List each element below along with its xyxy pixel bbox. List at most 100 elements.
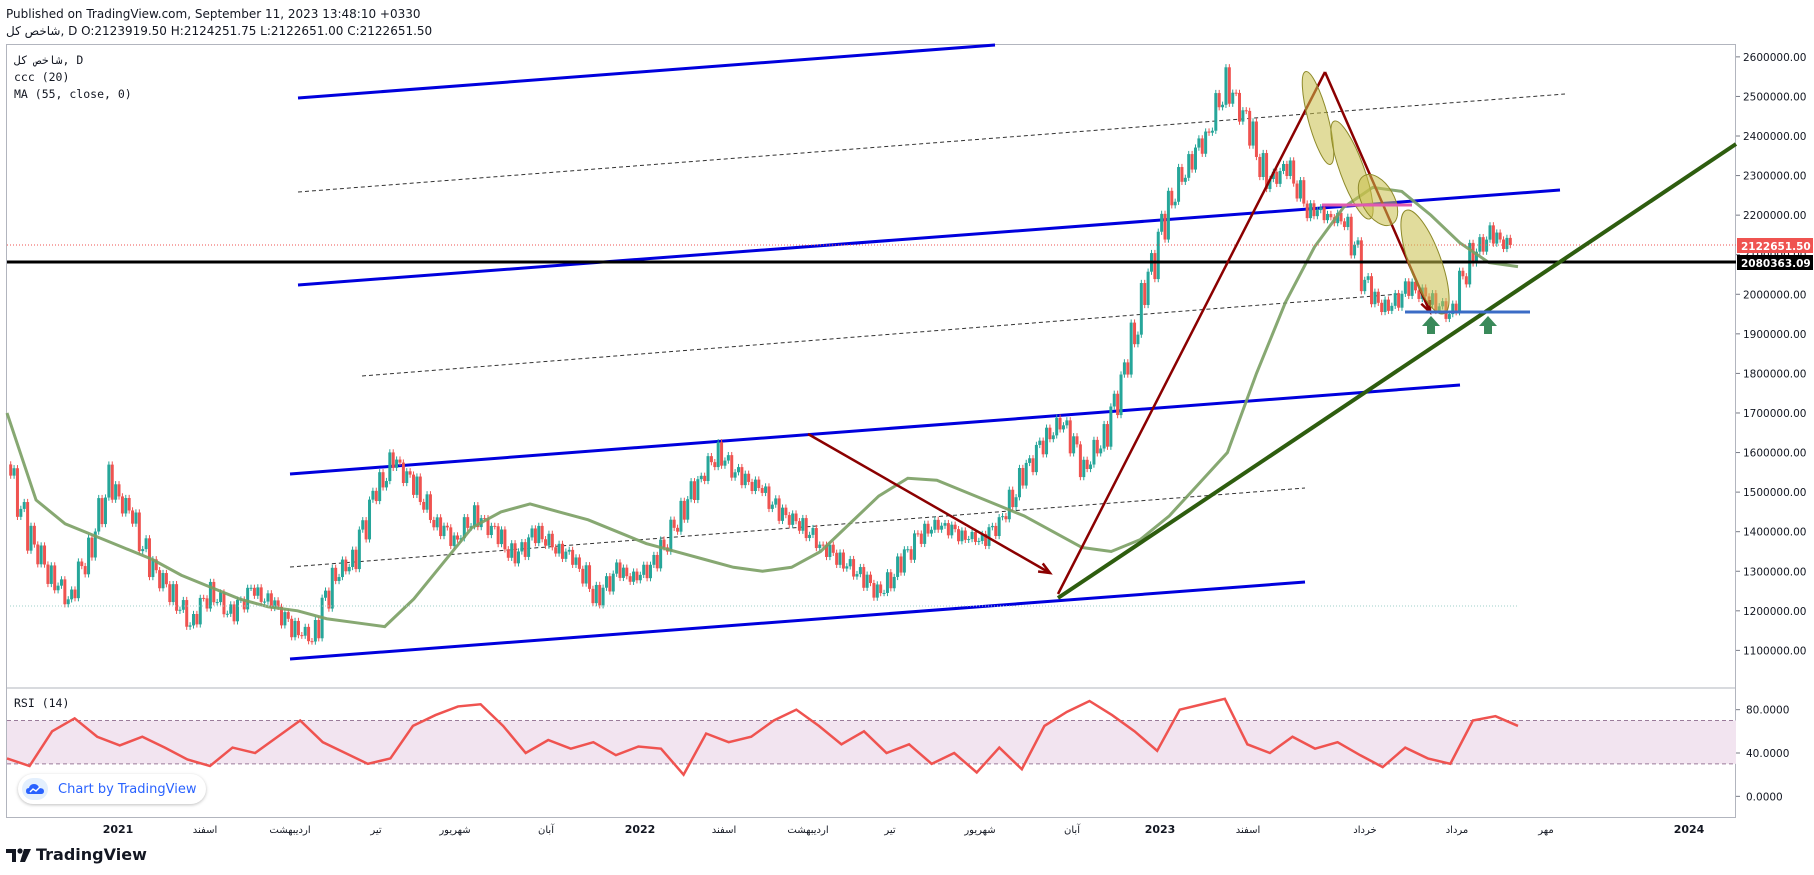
legend-ma[interactable]: MA (55, close, 0) (14, 87, 132, 101)
candle-body (604, 576, 608, 588)
candle-body (493, 525, 497, 527)
candle-body (625, 567, 629, 577)
candle-body (645, 564, 649, 579)
candle-body (280, 606, 284, 626)
candle-body (408, 471, 412, 475)
candle-body (1170, 190, 1174, 206)
candle-body (1031, 458, 1035, 473)
candle-body (818, 544, 822, 549)
candle-body (124, 498, 128, 514)
candle-body (933, 519, 937, 530)
candle-body (144, 538, 148, 550)
candle-body (1454, 303, 1458, 313)
time-tick-label: آبان (1064, 823, 1081, 836)
candle-body (1028, 458, 1032, 463)
candle-body (723, 460, 727, 466)
rsi-legend[interactable]: RSI (14) (14, 696, 70, 710)
candle-body (1139, 283, 1143, 335)
candle-body (1204, 131, 1208, 154)
candle-body (500, 529, 504, 545)
candle-body (1498, 232, 1502, 240)
candle-body (679, 500, 683, 532)
candle-body (1024, 462, 1028, 486)
candle-body (36, 544, 40, 565)
candle-body (598, 584, 602, 606)
candle-body (249, 587, 253, 589)
candle-body (415, 476, 419, 495)
candle-body (527, 537, 531, 557)
candle-body (93, 531, 97, 558)
candle-body (1244, 110, 1248, 112)
candle-body (1241, 110, 1245, 122)
candle-body (161, 573, 165, 589)
price-tick-label: 2500000.00 (1743, 91, 1806, 103)
candle-body (330, 567, 334, 609)
candle-body (1339, 212, 1343, 222)
legend-symbol[interactable]: شاخص کل, D (14, 53, 84, 67)
badge-text[interactable]: Chart by TradingView (58, 781, 197, 797)
time-tick-label: شهریور (438, 825, 470, 836)
legend-cci[interactable]: ccc (20) (14, 70, 70, 84)
candle-body (405, 471, 409, 484)
candle-body (689, 481, 693, 500)
candle-body (997, 517, 1001, 537)
ohlc-line: شاخص کل, D O:2123919.50 H:2124251.75 L:2… (6, 24, 433, 38)
candle-body (835, 552, 839, 565)
candle-body (1508, 237, 1512, 246)
candle-body (1061, 425, 1065, 430)
candle-body (1414, 281, 1418, 291)
candle-body (676, 527, 680, 532)
candle-body (296, 620, 300, 636)
candle-body (63, 579, 67, 605)
tradingview-footer-logo[interactable]: TradingView (6, 845, 147, 864)
time-tick-label: مرداد (1446, 825, 1469, 836)
price-tick-label: 1200000.00 (1743, 606, 1806, 618)
candle-body (1190, 154, 1194, 170)
candle-body (791, 513, 795, 525)
candle-body (483, 518, 487, 520)
candle-body (76, 561, 80, 599)
candle-body (831, 544, 835, 553)
price-tick-label: 1900000.00 (1743, 329, 1806, 341)
candle-body (550, 533, 554, 548)
candle-body (43, 545, 47, 565)
candle-body (1004, 516, 1008, 520)
candle-body (1410, 281, 1414, 296)
candle-body (1464, 276, 1468, 285)
candle-body (946, 523, 950, 536)
candle-body (601, 587, 605, 606)
candle-body (794, 513, 798, 522)
candle-body (1390, 305, 1394, 311)
candle-body (381, 472, 385, 488)
chart-by-tradingview-badge[interactable]: Chart by TradingView (18, 774, 207, 804)
candle-body (648, 564, 652, 579)
candle-body (865, 574, 869, 588)
candle-body (229, 604, 233, 614)
candle-body (1092, 439, 1096, 465)
candle-body (1014, 497, 1018, 508)
candle-body (283, 612, 287, 626)
candle-body (821, 544, 825, 546)
time-tick-label: مهر (1537, 825, 1553, 836)
candle-body (83, 566, 87, 575)
candle-body (225, 613, 229, 615)
candle-body (442, 525, 446, 537)
candle-body (388, 452, 392, 482)
candle-body (445, 525, 449, 528)
chart-frame (6, 44, 1736, 818)
candle-body (544, 539, 548, 546)
candle-body (1461, 270, 1465, 277)
candle-body (141, 549, 145, 552)
candle-body (811, 528, 815, 535)
candle-body (354, 549, 358, 570)
candle-body (1051, 435, 1055, 440)
candle-body (127, 498, 131, 511)
rsi-tick-label: 0.0000 (1746, 791, 1783, 803)
candle-body (957, 529, 961, 542)
candle-body (594, 584, 598, 604)
candle-body (696, 479, 700, 500)
candle-body (1065, 420, 1069, 426)
candle-body (814, 528, 818, 549)
candle-body (1400, 293, 1404, 308)
